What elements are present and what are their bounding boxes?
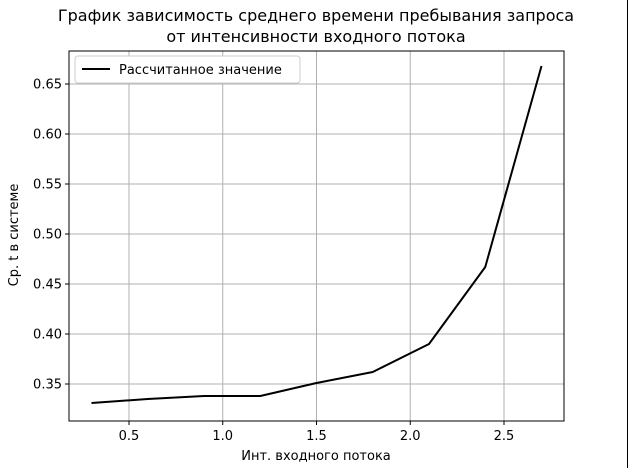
- y-tick-label: 0.35: [33, 378, 62, 393]
- x-tick-label: 2.5: [494, 429, 515, 444]
- axes-frame: [68, 50, 565, 422]
- axes: 0.5 1.0 1.5 2.0 2.5 0.35 0.40 0.45 0.50 0.55 0.60 0…: [33, 50, 565, 444]
- y-tick-label: 0.65: [33, 78, 62, 93]
- legend: Рассчитанное значение: [74, 55, 301, 84]
- legend-label: Рассчитанное значение: [119, 63, 282, 78]
- x-tick-label: 2.0: [400, 429, 421, 444]
- chart-title-line-2: от интенсивности входного потока: [166, 27, 465, 46]
- legend-box: [74, 55, 301, 84]
- x-tick-label: 1.5: [306, 429, 327, 444]
- y-tick-label: 0.50: [33, 228, 62, 243]
- window-edge: [627, 0, 628, 468]
- y-tick-label: 0.40: [33, 328, 62, 343]
- y-axis-label: Ср. t в системе: [7, 184, 22, 287]
- plot-area: [91, 65, 543, 404]
- chart-title-line-1: График зависимость среднего времени преб…: [58, 6, 574, 25]
- x-axis-label: Инт. входного потока: [241, 449, 391, 464]
- x-tick-label: 1.0: [212, 429, 233, 444]
- y-tick-label: 0.45: [33, 278, 62, 293]
- grid: [69, 51, 564, 421]
- y-tick-label: 0.60: [33, 128, 62, 143]
- series-line: [91, 65, 543, 404]
- x-tick-label: 0.5: [119, 429, 140, 444]
- y-tick-label: 0.55: [33, 178, 62, 193]
